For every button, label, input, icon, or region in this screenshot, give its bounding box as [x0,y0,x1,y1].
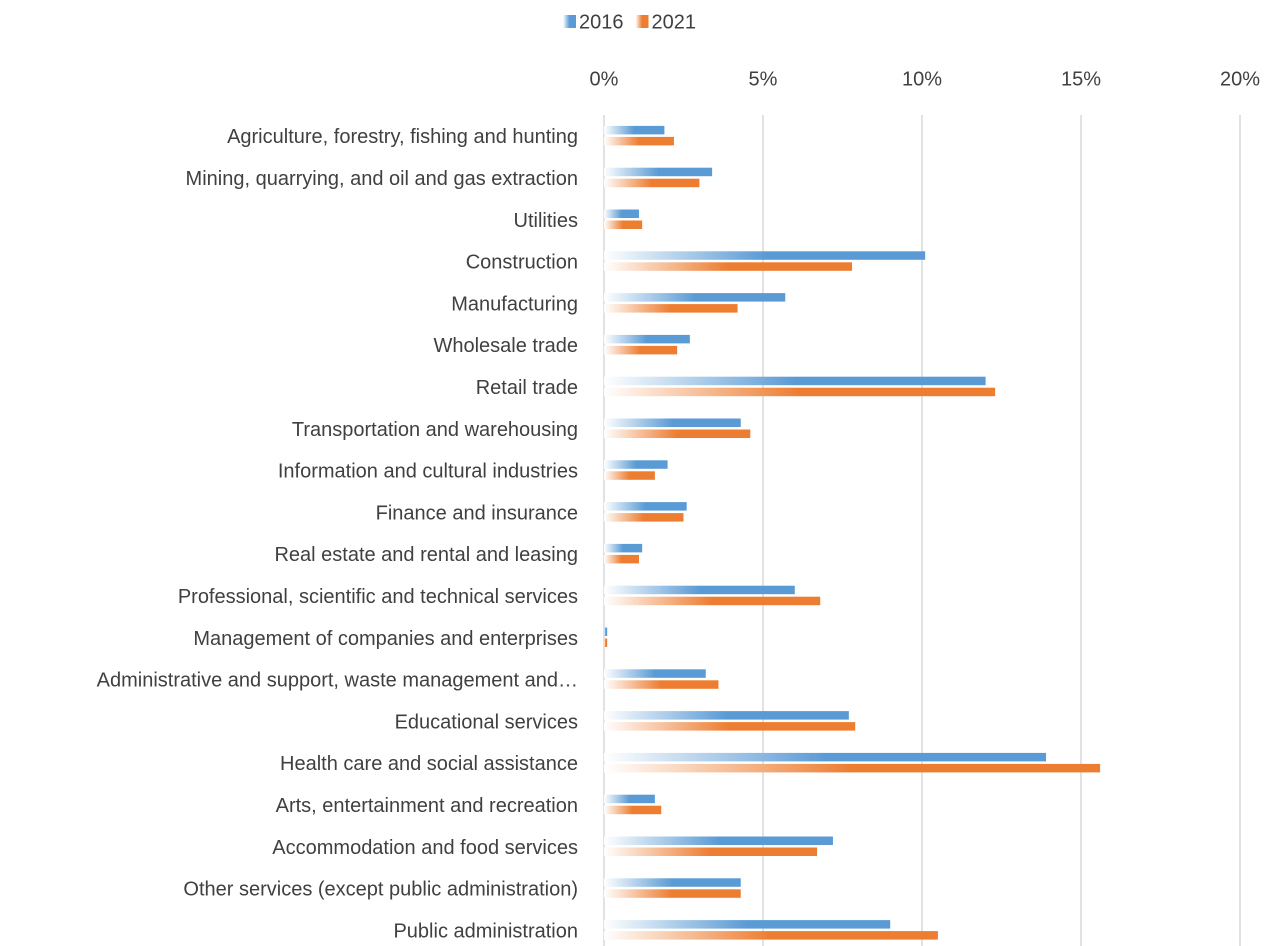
bar [604,627,608,636]
bar [604,334,690,344]
bar [604,418,741,427]
bar [604,711,849,720]
y-tick-label: Administrative and support, waste manage… [97,670,578,692]
y-tick-label: Professional, scientific and technical s… [178,586,578,608]
bar [604,513,684,522]
y-tick-label: Public administration [393,920,578,942]
legend-label: 2016 [579,11,624,33]
bar [604,596,821,606]
legend-label: 2021 [652,11,697,33]
y-tick-label: Agriculture, forestry, fishing and hunti… [227,126,578,148]
x-tick-label: 5% [749,68,778,90]
legend-swatch [635,15,649,28]
bar [604,293,786,302]
bar [604,387,996,397]
bar [604,752,1047,762]
bar [604,429,751,438]
bar [604,722,856,731]
y-tick-label: Retail trade [476,377,578,399]
bar [604,502,687,511]
bar [604,376,986,386]
bar [604,460,668,469]
bar [604,585,795,595]
bar [604,931,938,940]
bar [604,794,655,804]
bar [604,471,655,480]
bar [604,543,643,553]
bar [604,304,738,313]
bar [604,125,665,135]
bar [604,220,643,229]
y-tick-label: Construction [466,252,578,274]
legend-swatch [563,15,576,28]
y-tick-label: Manufacturing [451,293,578,315]
bar [604,805,662,815]
bar [604,680,719,689]
x-tick-label: 10% [902,68,942,90]
bar [604,836,833,845]
bar [604,167,713,177]
bar [604,638,608,647]
x-tick-label: 15% [1061,68,1101,90]
bar [604,878,741,887]
y-tick-label: Health care and social assistance [280,753,578,775]
bar [604,669,706,678]
y-tick-label: Management of companies and enterprises [193,628,578,650]
x-tick-label: 20% [1220,68,1260,90]
bar [604,209,639,218]
bar [604,262,853,271]
bar [604,889,741,898]
bar [604,554,639,564]
x-tick-label: 0% [590,68,619,90]
bar [604,251,926,260]
bar [604,763,1101,773]
y-tick-label: Arts, entertainment and recreation [276,795,578,817]
y-tick-label: Other services (except public administra… [183,879,578,901]
bar [604,345,678,355]
y-tick-label: Wholesale trade [433,335,578,357]
bar [604,136,674,146]
y-tick-label: Information and cultural industries [278,461,578,483]
y-tick-label: Real estate and rental and leasing [274,544,578,566]
y-tick-label: Educational services [395,711,578,733]
y-tick-label: Mining, quarrying, and oil and gas extra… [186,168,578,190]
y-tick-label: Accommodation and food services [272,837,578,859]
bar [604,847,818,856]
bar [604,920,891,929]
y-tick-label: Finance and insurance [376,502,578,524]
bar [604,178,700,188]
y-tick-label: Transportation and warehousing [292,419,578,441]
y-tick-label: Utilities [514,210,578,232]
